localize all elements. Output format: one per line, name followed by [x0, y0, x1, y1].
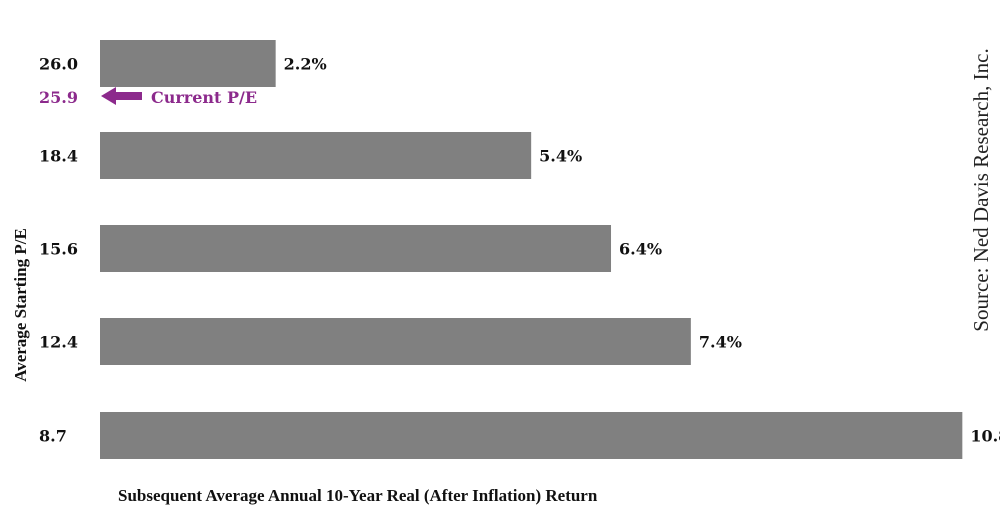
bar-0	[100, 40, 276, 87]
y-tick-labels: 26.0 18.4 15.6 12.4 8.7	[39, 55, 78, 446]
bar-3	[100, 318, 691, 365]
data-labels: 2.2% 5.4% 6.4% 7.4% 10.8%	[284, 55, 1000, 446]
y-tick-label-3: 12.4	[39, 333, 78, 352]
data-label-1: 5.4%	[539, 147, 582, 166]
current-pe-label: Current P/E	[151, 88, 257, 107]
x-axis-label: Subsequent Average Annual 10-Year Real (…	[118, 486, 598, 505]
y-tick-label-1: 18.4	[39, 147, 78, 166]
y-axis-label: Average Starting P/E	[11, 228, 30, 382]
data-label-3: 7.4%	[699, 333, 742, 352]
data-label-0: 2.2%	[284, 55, 327, 74]
data-label-4: 10.8%	[970, 427, 1000, 446]
bar-1	[100, 132, 532, 179]
y-tick-label-4: 8.7	[39, 427, 67, 446]
data-label-2: 6.4%	[619, 240, 662, 259]
y-tick-label-0: 26.0	[39, 55, 78, 74]
bar-4	[100, 412, 963, 459]
current-pe-annotation: 25.9 Current P/E	[39, 87, 257, 107]
bar-2	[100, 225, 612, 272]
bars-group	[100, 40, 963, 459]
left-arrow-icon	[101, 87, 142, 105]
source-note: Source: Ned Davis Research, Inc.	[969, 48, 993, 331]
current-pe-value: 25.9	[39, 88, 78, 107]
y-tick-label-2: 15.6	[39, 240, 78, 259]
